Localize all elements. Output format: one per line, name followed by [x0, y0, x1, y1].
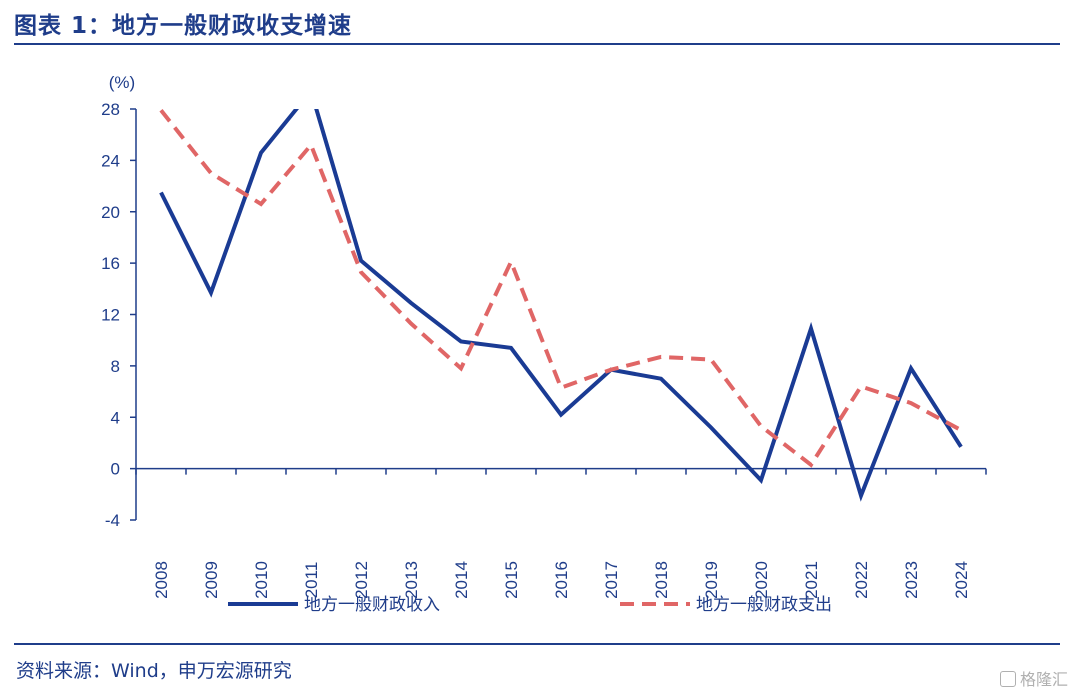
y-tick-label: 8	[111, 357, 120, 376]
y-tick-label: 28	[101, 100, 120, 119]
x-tick-label: 2016	[552, 561, 571, 599]
x-tick-label: 2020	[752, 561, 771, 599]
chart-series	[159, 109, 963, 502]
watermark: 格隆汇	[999, 666, 1068, 690]
x-tick-label: 2017	[602, 561, 621, 599]
legend-label-0: 地方一般财政收入	[304, 595, 440, 615]
x-tick-label: 2013	[402, 561, 421, 599]
y-tick-label: 0	[111, 460, 120, 479]
legend-label-1: 地方一般财政支出	[696, 595, 832, 615]
x-tick-label: 2012	[352, 561, 371, 599]
chart-title: 图表 1：地方一般财政收支增速	[14, 13, 353, 39]
y-tick-label: -4	[105, 511, 120, 530]
footer-divider	[14, 643, 1060, 645]
y-tick-label: 4	[111, 408, 120, 427]
x-tick-label: 2011	[302, 562, 321, 599]
series-line-0	[159, 109, 963, 502]
title-divider	[14, 43, 1060, 45]
x-tick-label: 2024	[952, 561, 971, 599]
watermark-logo-icon	[999, 671, 1016, 687]
x-tick-label: 2021	[802, 561, 821, 599]
watermark-text: 格隆汇	[1019, 670, 1068, 689]
x-tick-label: 2009	[202, 561, 221, 599]
data-source-note: 资料来源：Wind，申万宏源研究	[16, 660, 292, 682]
y-tick-label: 16	[101, 254, 120, 273]
y-tick-label: 12	[101, 306, 120, 325]
x-tick-label: 2008	[152, 561, 171, 599]
y-tick-label: 24	[101, 151, 120, 170]
chart-legend: 地方一般财政收入 地方一般财政支出	[228, 595, 832, 615]
y-axis-unit-label: (%)	[109, 73, 135, 92]
x-tick-label: 2022	[852, 561, 871, 599]
x-tick-label: 2019	[702, 561, 721, 599]
x-tick-label: 2018	[652, 561, 671, 599]
x-tick-label: 2015	[502, 561, 521, 599]
x-tick-label: 2023	[902, 561, 921, 599]
x-tick-label: 2014	[452, 561, 471, 599]
y-tick-label: 20	[101, 203, 120, 222]
x-tick-label: 2010	[252, 561, 271, 599]
